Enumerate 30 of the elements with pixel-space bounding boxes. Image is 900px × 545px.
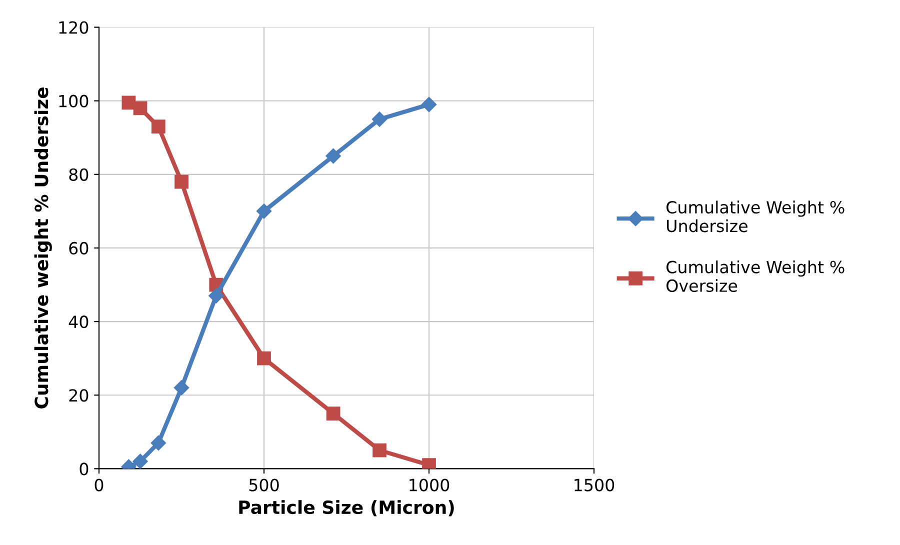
x-tick-label: 1500	[574, 478, 614, 492]
y-tick-label: 80	[69, 168, 88, 181]
y-tick-label: 60	[69, 242, 88, 255]
y-tick-label: 100	[59, 94, 88, 108]
point	[257, 351, 271, 366]
x-axis-title: Particle Size (Micron)	[239, 500, 454, 516]
x-tick-label: 0	[94, 478, 104, 492]
y-tick-label: 0	[80, 462, 88, 476]
point	[132, 454, 148, 469]
point	[326, 406, 340, 420]
point	[133, 101, 148, 116]
legend-label: Cumulative Weight % Undersize	[666, 200, 844, 232]
y-axis-title: Cumulative weight % Undersize	[34, 87, 52, 408]
legend-label: Cumulative Weight % Oversize	[666, 260, 844, 292]
point	[326, 148, 341, 164]
y-tick-label: 40	[68, 316, 88, 328]
point	[256, 204, 272, 219]
y-tick-label: 120	[59, 21, 88, 34]
point	[151, 120, 166, 134]
point	[122, 96, 136, 110]
x-tick-label: 1000	[410, 478, 450, 492]
point	[174, 380, 190, 396]
point	[372, 443, 386, 458]
point	[372, 112, 388, 127]
y-tick-label: 20	[69, 389, 88, 402]
x-tick-label: 500	[249, 478, 279, 492]
point	[421, 96, 437, 112]
point	[174, 174, 188, 189]
point	[150, 435, 166, 451]
point	[208, 288, 224, 304]
